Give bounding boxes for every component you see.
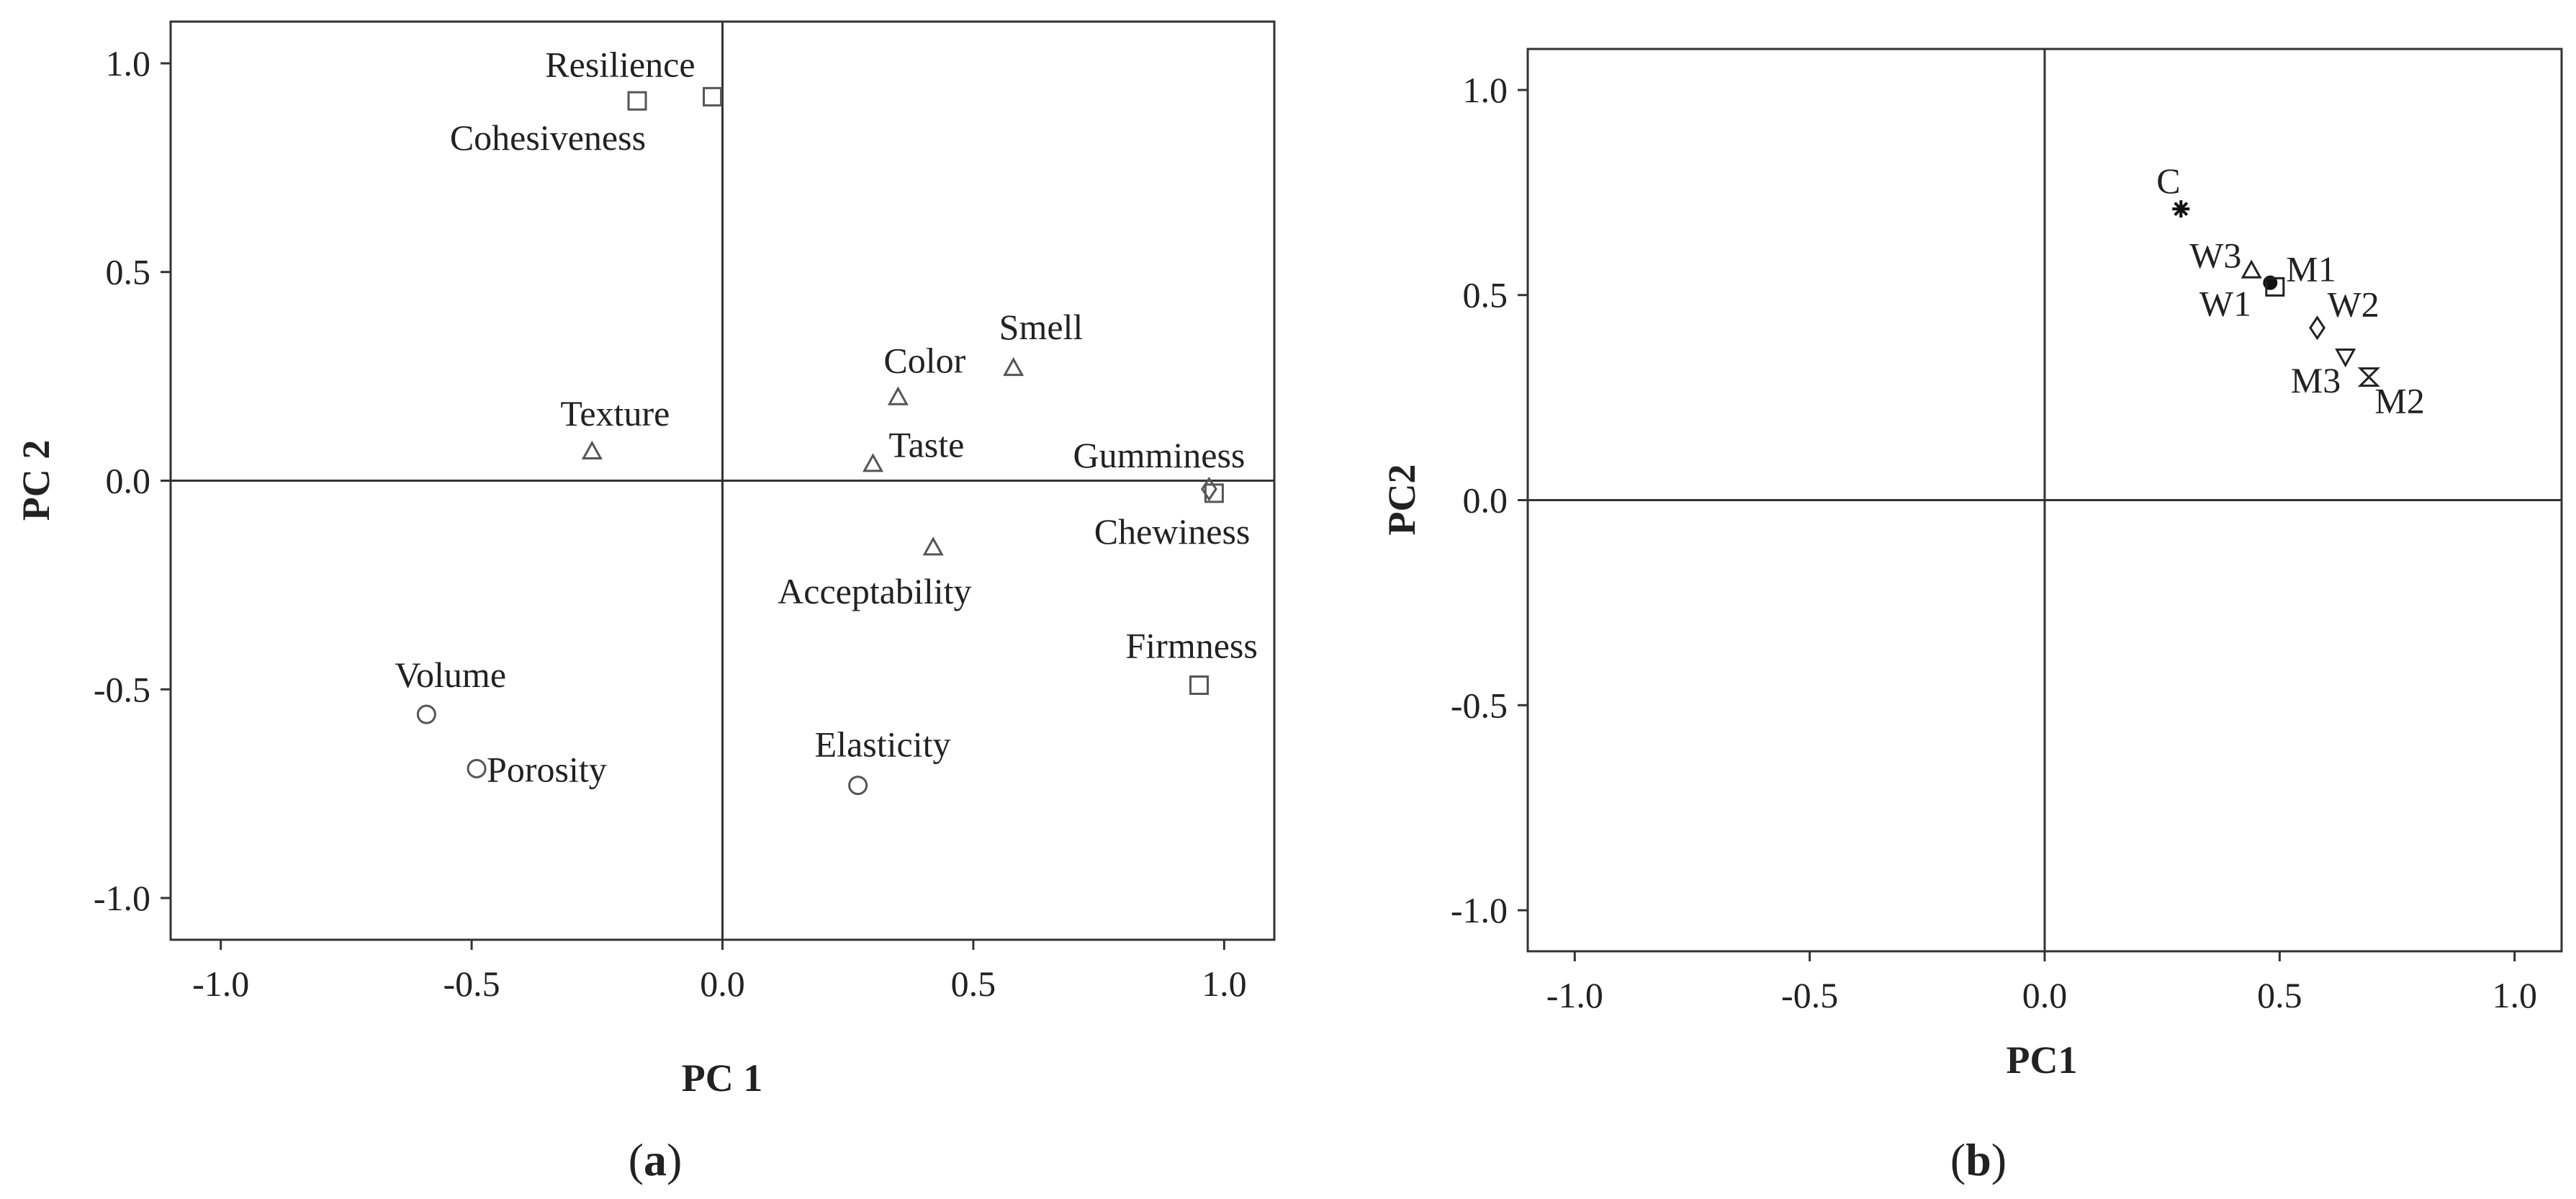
svg-text:(b): (b) <box>1950 1134 2007 1185</box>
data-point-label: Resilience <box>545 44 695 84</box>
data-point-label: Smell <box>999 307 1084 347</box>
data-point-label: Acceptability <box>778 571 971 611</box>
panel-caption: (a) <box>629 1134 683 1185</box>
data-point-triangle-marker <box>581 440 603 460</box>
data-point-square-marker <box>2265 277 2285 297</box>
scatter-points: CW3 M1 W1 W2 M3 M2 <box>2156 161 2425 421</box>
data-point-diamond-marker <box>2309 315 2325 341</box>
x-tick-label: 0.5 <box>2257 975 2302 1015</box>
data-point-label: W1 <box>2199 283 2251 323</box>
reference-lines <box>1528 49 2562 951</box>
x-tick-label: 0.0 <box>700 964 745 1004</box>
y-tick-label: 0.0 <box>1463 480 1508 521</box>
data-point-label: C <box>2156 161 2180 201</box>
data-point-square-marker <box>1189 675 1209 695</box>
data-point-triangle-marker <box>1003 356 1024 377</box>
data-point-inverted-triangle-marker <box>2335 349 2356 368</box>
x-tick-label: 1.0 <box>1202 964 1247 1004</box>
y-tick-label: 0.0 <box>106 461 151 501</box>
data-point-label: Volume <box>395 655 506 695</box>
data-point-label: Gumminess <box>1073 435 1246 475</box>
panel-letter: b <box>1965 1134 1991 1185</box>
data-point-label: M2 <box>2374 381 2424 421</box>
x-tick-label: 1.0 <box>2492 975 2537 1015</box>
data-point-label: W2 <box>2328 284 2379 324</box>
data-point-label: Taste <box>889 424 965 464</box>
y-axis-title: PC2 <box>1380 464 1423 536</box>
panel-caption: (b) <box>1950 1134 2007 1185</box>
svg-text:(a): (a) <box>629 1134 683 1185</box>
x-tick-label: 0.5 <box>951 964 996 1004</box>
data-point-circle-marker <box>416 704 436 724</box>
panel-letter: a <box>644 1134 667 1185</box>
axis-ticks: -1.0 -0.5 0.0 0.5 1.0 1.0 0.5 0.0 -0.5 -1.0 <box>94 43 1247 1004</box>
y-tick-label: 0.5 <box>1463 275 1508 315</box>
data-point-label: Cohesiveness <box>450 117 646 158</box>
data-point-diamond-marker <box>1201 476 1217 502</box>
data-point-square-marker <box>1204 483 1224 503</box>
y-tick-label: -0.5 <box>94 669 150 709</box>
data-point-square-marker <box>703 86 723 107</box>
x-axis-title: PC 1 <box>682 1056 762 1100</box>
data-point-triangle-marker <box>2241 259 2262 279</box>
x-tick-label: -1.0 <box>192 964 249 1004</box>
y-tick-label: -1.0 <box>1451 890 1508 930</box>
data-point-label: Texture <box>560 393 670 434</box>
data-point-label: Porosity <box>487 749 607 789</box>
x-tick-label: -0.5 <box>443 964 500 1004</box>
y-tick-label: 1.0 <box>106 43 151 84</box>
y-tick-label: 1.0 <box>1463 70 1508 110</box>
scatter-points: Resilience Cohesiveness Smell Color Texture T… <box>395 44 1258 796</box>
data-point-label: Color <box>883 341 965 381</box>
x-tick-label: 0.0 <box>2022 975 2068 1015</box>
data-point-circle-marker <box>467 758 487 778</box>
y-tick-label: -0.5 <box>1451 685 1508 725</box>
data-point-asterisk-marker <box>2172 200 2190 218</box>
data-point-triangle-marker <box>887 386 909 405</box>
data-point-label: M1 <box>2286 249 2336 289</box>
panel-a: -1.0 -0.5 0.0 0.5 1.0 1.0 0.5 0.0 -0.5 -1.0 Resil… <box>14 20 1276 1185</box>
data-point-triangle-marker <box>862 453 884 472</box>
data-point-label: W3 <box>2189 235 2241 276</box>
data-point-circle-marker <box>848 776 868 796</box>
data-point-label: Chewiness <box>1094 511 1251 552</box>
data-point-square-marker <box>627 91 647 111</box>
y-axis-title: PC 2 <box>14 440 58 521</box>
data-point-label: Firmness <box>1125 625 1257 665</box>
y-tick-label: -1.0 <box>94 878 150 918</box>
data-point-hourglass-marker <box>2357 367 2381 387</box>
x-tick-label: -0.5 <box>1781 975 1838 1015</box>
data-point-label: Elasticity <box>815 724 951 765</box>
axis-ticks: -1.0 -0.5 0.0 0.5 1.0 1.0 0.5 0.0 -0.5 -1.0 <box>1451 70 2537 1015</box>
data-point-label: M3 <box>2291 360 2341 400</box>
x-tick-label: -1.0 <box>1546 975 1603 1015</box>
x-axis-title: PC1 <box>2007 1038 2078 1082</box>
reference-lines <box>171 22 1274 940</box>
data-point-triangle-marker <box>922 536 944 556</box>
y-tick-label: 0.5 <box>106 252 151 292</box>
panel-b: -1.0 -0.5 0.0 0.5 1.0 1.0 0.5 0.0 -0.5 -1.0 CW3 M1… <box>1380 48 2563 1185</box>
